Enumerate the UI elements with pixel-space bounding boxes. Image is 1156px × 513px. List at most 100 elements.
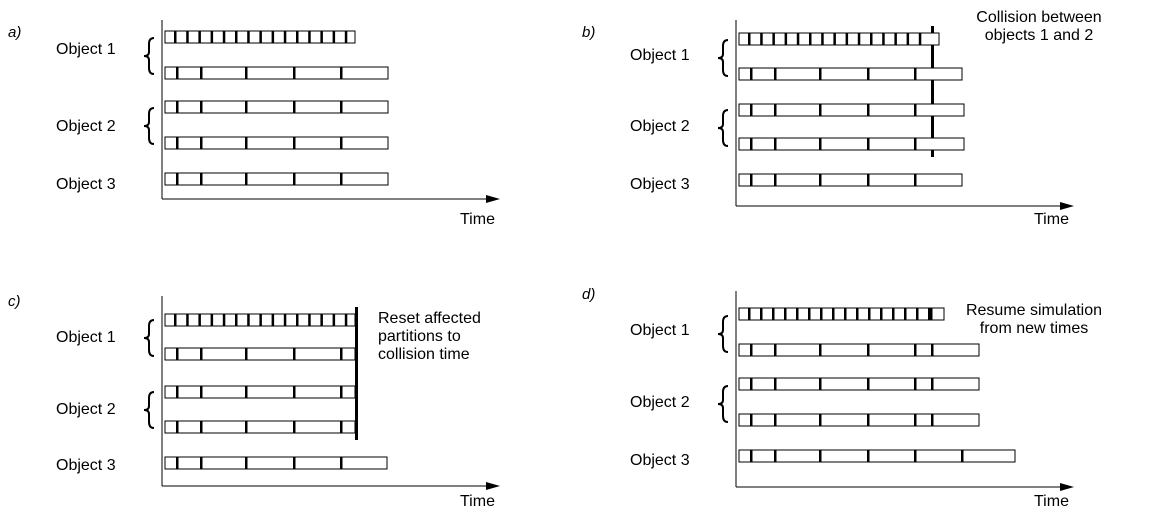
bar-tick [259,31,262,43]
time-label: Time [460,493,495,510]
bar-tick [821,33,824,45]
bar-tick [748,308,751,320]
bar-tick [176,386,179,398]
bar-tick [867,68,870,80]
object-label: Object 1 [56,41,116,58]
bar-tick [259,314,262,326]
bar-tick [796,308,799,320]
bar-tick [200,457,203,469]
bar-tick [867,344,870,356]
bar-tick [332,314,336,326]
timeline-bar [738,137,965,151]
bar-tick [914,174,917,186]
bar-tick [222,314,226,326]
bar-tick [210,314,214,326]
bar-tick [931,344,934,356]
bar-tick [928,308,931,320]
annotation-line: Collision between [976,9,1101,26]
bar-tick [344,314,348,326]
axis-arrowhead [1060,202,1074,210]
brace-icon [717,315,729,353]
timeline-bar [164,66,389,80]
axis-arrowhead [1060,483,1074,491]
timeline-bar [738,103,965,117]
bar-tick [784,33,788,45]
bar-tick [271,314,275,326]
bar-tick [930,308,933,320]
bar-tick [750,414,753,426]
timeline-bar [164,100,389,114]
bar-tick [198,31,201,43]
bar-tick [774,344,777,356]
timeline-bar [738,307,945,321]
bar-tick [961,450,964,462]
bar-tick [340,173,343,185]
bar-tick [340,67,343,79]
bar-tick [914,344,917,356]
object-label: Object 2 [56,401,116,418]
bar-tick [271,31,275,43]
annotation-line: collision time [378,346,470,363]
bar-tick [820,308,823,320]
bar-tick [293,457,296,469]
bar-tick [867,138,870,150]
bar-tick [332,31,336,43]
bar-tick [750,450,753,462]
timeline-bar [164,172,389,186]
object-label: Object 3 [56,457,116,474]
brace-icon [143,319,155,357]
bar-tick [200,101,203,113]
bar-tick [894,33,897,45]
bar-tick [918,33,922,45]
bar-tick [344,31,348,43]
bar-tick [293,173,296,185]
bar-tick [293,67,296,79]
timeline-bar [738,32,940,46]
bar-tick [176,348,179,360]
bar-tick [293,421,296,433]
timeline-bar [738,413,980,427]
bar-tick [774,174,777,186]
bar-tick [200,137,203,149]
brace-icon [717,385,729,423]
bar-tick [200,173,203,185]
annotation-line: from new times [980,320,1088,337]
bar-tick [750,68,753,80]
bar-tick [245,67,248,79]
bar-tick [880,308,883,320]
bar-tick [882,33,885,45]
bar-tick [748,33,751,45]
bar-tick [833,33,836,45]
bar-tick [340,137,343,149]
bar-tick [819,104,822,116]
bar-tick [283,31,287,43]
timeline-bar [164,385,356,399]
bar-tick [868,308,871,320]
bar-tick [247,31,250,43]
panel-letter: c) [8,293,21,310]
object-label: Object 2 [56,118,116,135]
bar-tick [774,414,777,426]
bar-tick [222,31,226,43]
bar-tick [245,137,248,149]
bar-tick [176,421,179,433]
bar-tick [247,314,250,326]
bar-tick [245,386,248,398]
annotation-line: Resume simulation [966,302,1102,319]
timeline-bar [738,449,1016,463]
bar-tick [176,137,179,149]
bar-tick [235,314,238,326]
bar-tick [774,378,777,390]
timeline-bar [738,343,980,357]
object-label: Object 3 [630,452,690,469]
axis-arrowhead [486,195,500,203]
bar-tick [914,68,917,80]
panel-a: a) Object 1 Object 2 Object 3 Time [8,24,495,228]
bar-tick [200,67,203,79]
bar-tick [186,314,189,326]
bar-tick [750,174,753,186]
bar-tick [832,308,835,320]
bar-tick [856,308,859,320]
bar-tick [320,314,323,326]
bar-tick [293,101,296,113]
